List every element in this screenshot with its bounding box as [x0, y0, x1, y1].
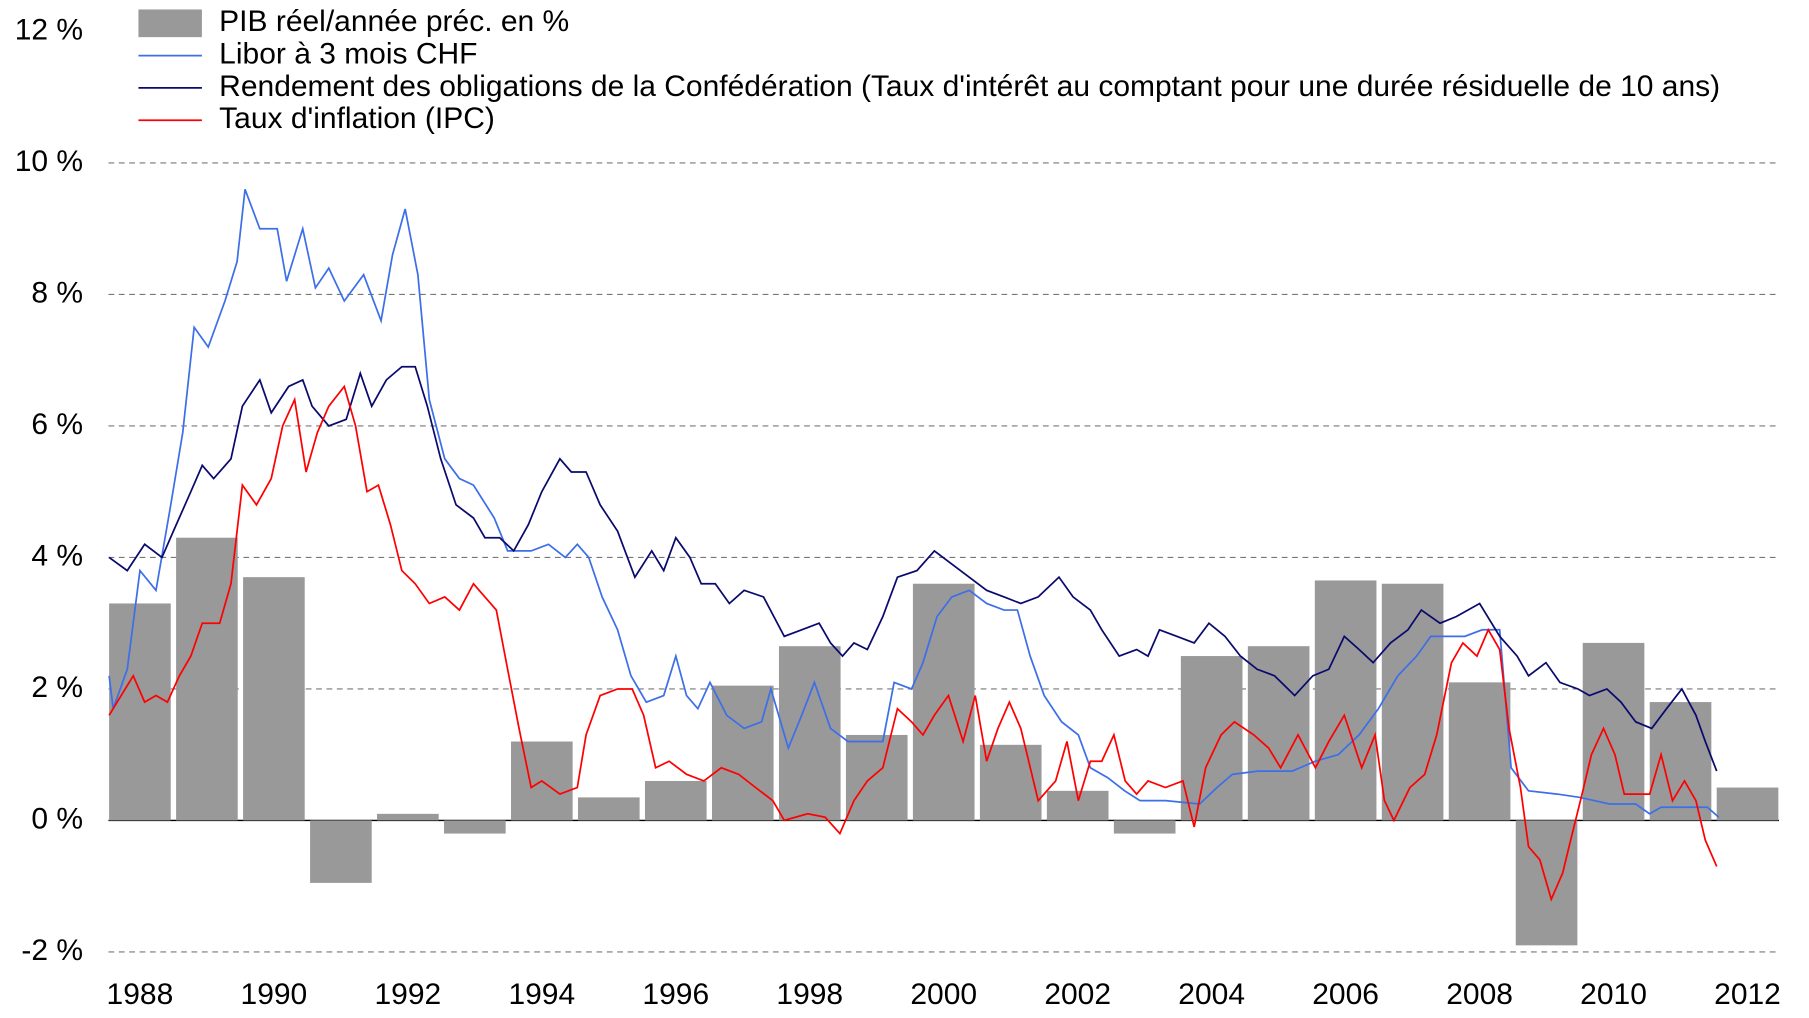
x-tick-label: 1992 — [375, 978, 442, 1011]
bar — [310, 820, 372, 883]
bar — [1716, 787, 1779, 821]
y-tick-label: 2 % — [31, 671, 83, 704]
legend-label: Taux d'inflation (IPC) — [219, 102, 495, 135]
x-tick-label: 1994 — [508, 978, 575, 1011]
x-tick-label: 2002 — [1044, 978, 1111, 1011]
bar — [1180, 656, 1243, 821]
y-tick-label: -2 % — [21, 934, 83, 967]
x-tick-label: 2008 — [1446, 978, 1513, 1011]
line — [108, 365, 1718, 772]
bar — [176, 537, 238, 821]
x-tick-label: 1990 — [241, 978, 308, 1011]
bar — [577, 797, 640, 821]
bar — [109, 603, 171, 821]
y-tick-label: 0 % — [31, 802, 83, 835]
x-tick-label: 2012 — [1714, 978, 1781, 1011]
y-tick-label: 8 % — [31, 276, 83, 309]
bar — [1582, 642, 1645, 821]
x-tick-label: 1996 — [642, 978, 709, 1011]
line — [108, 189, 1720, 818]
bar — [444, 820, 506, 834]
x-tick-label: 2006 — [1312, 978, 1379, 1011]
bar — [845, 734, 908, 821]
y-tick-label: 12 % — [15, 13, 83, 46]
x-tick-label: 2010 — [1580, 978, 1647, 1011]
x-tick-label: 1988 — [107, 978, 174, 1011]
bar — [1113, 820, 1176, 834]
bar — [1448, 682, 1511, 821]
x-tick-label: 1998 — [776, 978, 843, 1011]
bar — [979, 744, 1042, 821]
bar — [377, 813, 439, 821]
line — [108, 384, 1718, 902]
bar — [1247, 646, 1310, 821]
y-tick-label: 10 % — [15, 145, 83, 178]
legend-swatch — [138, 9, 202, 38]
y-tick-label: 4 % — [31, 539, 83, 572]
x-tick-label: 2000 — [910, 978, 977, 1011]
y-tick-label: 6 % — [31, 408, 83, 441]
x-tick-label: 2004 — [1178, 978, 1245, 1011]
bar — [778, 646, 841, 821]
legend-label: PIB réel/année préc. en % — [219, 5, 569, 38]
legend-label: Rendement des obligations de la Confédér… — [219, 70, 1720, 103]
bar — [243, 577, 305, 821]
bar — [1314, 580, 1377, 821]
bar — [644, 780, 707, 821]
legend-label: Libor à 3 mois CHF — [219, 38, 477, 71]
